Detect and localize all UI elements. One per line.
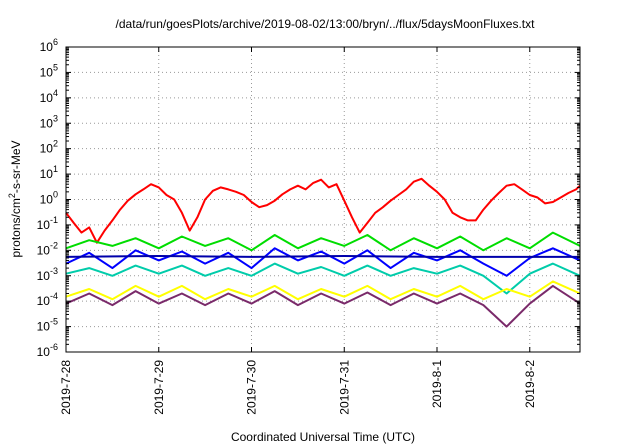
- x-axis-ticks: 2019-7-28 2019-7-29 2019-7-30 2019-7-31 2019…: [59, 47, 537, 415]
- y-tick-label-base: 10: [37, 269, 51, 283]
- y-tick-label: 103: [40, 113, 58, 130]
- y-tick-label: 10-6: [37, 342, 58, 359]
- x-tick-label: 2019-7-29: [152, 360, 166, 415]
- y-tick-label: 102: [40, 139, 58, 156]
- y-tick-label: 10-4: [37, 291, 58, 308]
- y-tick-label-base: 10: [37, 243, 51, 257]
- series-line-7: [65, 284, 581, 328]
- y-tick-label-base: 10: [37, 345, 51, 359]
- y-tick-label: 101: [40, 164, 58, 181]
- grid: [65, 47, 580, 352]
- chart-title: /data/run/goesPlots/archive/2019-08-02/1…: [116, 17, 536, 31]
- y-tick-label-base: 10: [40, 193, 54, 207]
- x-tick-label: 2019-7-31: [337, 360, 351, 415]
- y-tick-label-exp: -1: [50, 215, 58, 225]
- series-line-4: [65, 255, 580, 258]
- series-layer: [65, 177, 581, 328]
- y-axis-label-base: protons/cm: [9, 198, 23, 257]
- series-line-2: [65, 231, 581, 252]
- y-tick-label: 104: [40, 88, 58, 105]
- y-tick-label-base: 10: [37, 294, 51, 308]
- x-axis-label: Coordinated Universal Time (UTC): [231, 430, 415, 444]
- y-tick-label-exp: -4: [50, 291, 58, 301]
- y-tick-label-exp: -6: [50, 342, 58, 352]
- y-tick-label-base: 10: [40, 91, 54, 105]
- y-tick-label-exp: 2: [53, 139, 58, 149]
- x-tick-label: 2019-8-2: [523, 360, 537, 408]
- y-tick-label-exp: 4: [53, 88, 58, 98]
- y-tick-label-exp: -2: [50, 240, 58, 250]
- y-tick-label-exp: -5: [50, 317, 58, 327]
- y-tick-label-exp: 5: [53, 62, 58, 72]
- y-axis-label: protons/cm2-s-sr-MeV: [7, 140, 23, 257]
- y-tick-label: 10-1: [37, 215, 58, 232]
- y-tick-label: 10-3: [37, 266, 58, 283]
- y-tick-label-exp: 1: [53, 164, 58, 174]
- y-tick-label: 10-2: [37, 240, 58, 257]
- y-tick-label-base: 10: [40, 142, 54, 156]
- y-tick-label: 100: [40, 190, 58, 207]
- y-tick-label-base: 10: [37, 218, 51, 232]
- series-line-3: [65, 247, 581, 277]
- x-tick-label: 2019-7-30: [245, 360, 259, 415]
- series-line-6: [65, 280, 581, 301]
- y-tick-label-base: 10: [37, 320, 51, 334]
- y-tick-label-exp: -3: [50, 266, 58, 276]
- series-line-5: [65, 262, 581, 295]
- y-tick-label-base: 10: [40, 65, 54, 79]
- x-tick-label: 2019-8-1: [430, 360, 444, 408]
- y-tick-label-base: 10: [40, 40, 54, 54]
- y-tick-label: 10-5: [37, 317, 58, 334]
- y-tick-label: 106: [40, 37, 58, 54]
- y-axis-label-rest: -s-sr-MeV: [9, 140, 23, 193]
- y-tick-label-exp: 3: [53, 113, 58, 123]
- x-tick-label: 2019-7-28: [59, 360, 73, 415]
- y-tick-label-base: 10: [40, 167, 54, 181]
- y-tick-label-base: 10: [40, 116, 54, 130]
- y-tick-label-exp: 0: [53, 190, 58, 200]
- y-axis-label-sup: 2: [7, 193, 17, 198]
- series-line-1: [65, 177, 581, 244]
- y-axis-ticks: 10-610-510-410-310-210-11001011021031041…: [37, 37, 580, 359]
- y-tick-label: 105: [40, 62, 58, 79]
- y-tick-label-exp: 6: [53, 37, 58, 47]
